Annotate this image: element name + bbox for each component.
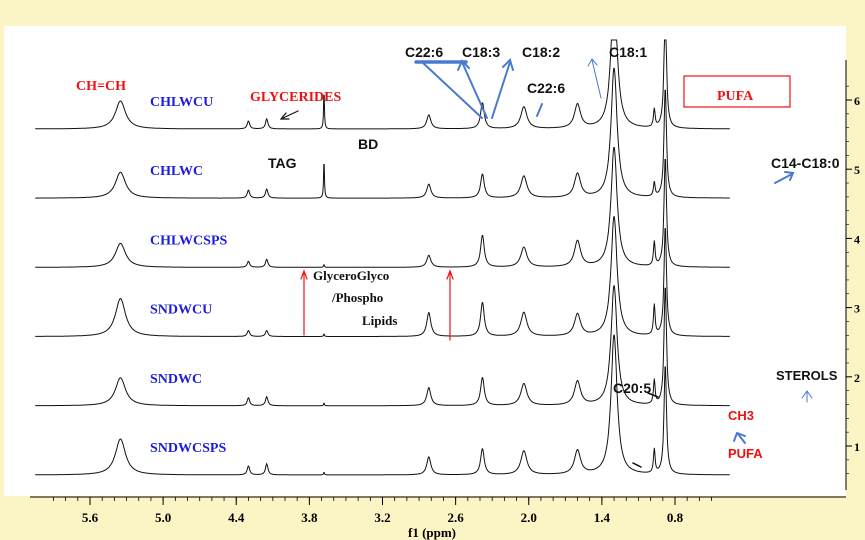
arrow-c20-5 xyxy=(647,392,659,398)
sample-label-sndwcu: SNDWCU xyxy=(150,303,212,318)
arrow-pufa-bottom-head xyxy=(733,431,746,442)
annotation-ch-ch: CH=CH xyxy=(76,79,126,94)
y-axis-ticks: 1 2 3 4 5 6 xyxy=(846,85,860,474)
spectrum-trace-sndwcu xyxy=(35,216,730,337)
sample-labels: CHLWCU CHLWC CHLWCSPS SNDWCU SNDWC SNDWCSPS xyxy=(150,95,228,456)
arrow-glycero-left-head xyxy=(300,269,308,280)
arrow-bottom-small xyxy=(632,462,642,468)
annotation-c14-c18: C14-C18:0 xyxy=(771,155,840,171)
spectrum-trace-sndwcsps xyxy=(35,334,730,476)
annotation-glycero-line1: GlyceroGlyco xyxy=(313,268,389,283)
arrow-c18-2-head xyxy=(502,58,514,71)
arrow-c22-6 xyxy=(421,61,483,119)
arrow-c18-1-head xyxy=(587,58,598,67)
y-tick-label: 1 xyxy=(854,440,860,454)
arrow-sterols-head xyxy=(801,390,813,399)
x-tick-label: 3.8 xyxy=(301,510,318,525)
x-tick-label: 1.4 xyxy=(594,510,611,525)
annotation-arrows xyxy=(279,58,813,468)
annotation-c18-3: C18:3 xyxy=(462,44,500,60)
y-tick-label: 5 xyxy=(854,163,860,177)
arrow-c14-c18 xyxy=(774,173,793,184)
y-tick-label: 6 xyxy=(854,94,860,108)
annotation-c22-6-top: C22:6 xyxy=(405,44,443,60)
annotation-bd: BD xyxy=(358,136,378,152)
annotation-glycero-line2: /Phospho xyxy=(331,290,383,305)
annotation-pufa-bottom: PUFA xyxy=(728,446,763,461)
x-axis-ticks: 5.6 5.0 4.4 3.8 3.2 2.6 2.0 1.4 0.8 xyxy=(53,497,712,525)
x-tick-label: 4.4 xyxy=(228,510,245,525)
arrow-glycerides xyxy=(282,110,299,119)
annotation-c18-2: C18:2 xyxy=(522,44,560,60)
annotation-glycerides: GLYCERIDES xyxy=(250,90,342,105)
arrow-c18-2 xyxy=(491,61,511,119)
x-tick-label: 5.0 xyxy=(155,510,171,525)
y-tick-label: 4 xyxy=(854,232,860,246)
arrow-pufa-bottom xyxy=(737,433,746,444)
annotation-pufa-box: PUFA xyxy=(717,89,754,104)
spectrum-trace-chlwcu xyxy=(35,39,730,130)
spectrum-traces xyxy=(35,39,730,476)
sample-label-chlwcsps: CHLWCSPS xyxy=(150,233,228,248)
x-tick-label: 5.6 xyxy=(82,510,99,525)
arrow-c22-6-mid xyxy=(536,103,543,117)
arrow-glycerides-head xyxy=(279,112,290,120)
y-tick-label: 2 xyxy=(854,371,860,385)
plot-background xyxy=(4,26,846,496)
x-tick-label: 2.0 xyxy=(521,510,537,525)
x-tick-label: 3.2 xyxy=(374,510,390,525)
x-axis-label: f1 (ppm) xyxy=(408,525,456,540)
x-tick-label: 2.6 xyxy=(448,510,465,525)
sample-label-chlwcu: CHLWCU xyxy=(150,95,213,110)
annotation-c22-6-mid: C22:6 xyxy=(527,80,565,96)
sample-label-sndwcsps: SNDWCSPS xyxy=(150,441,226,456)
annotation-c20-5: C20:5 xyxy=(613,380,651,396)
arrow-c18-3-head xyxy=(457,59,470,71)
arrow-glycero-right-head xyxy=(446,269,454,280)
y-tick-label: 3 xyxy=(854,302,860,316)
arrow-c14-c18-head xyxy=(784,171,795,181)
annotation-glycero-line3: Lipids xyxy=(362,313,397,328)
arrow-c18-3 xyxy=(461,61,488,119)
sample-label-sndwc: SNDWC xyxy=(150,372,202,387)
annotation-ch3: CH3 xyxy=(728,408,754,423)
annotation-c18-1: C18:1 xyxy=(609,44,647,60)
arrow-c18-1 xyxy=(591,59,602,99)
spectrum-trace-sndwc xyxy=(35,285,730,407)
sample-label-chlwc: CHLWC xyxy=(150,164,203,179)
spectrum-trace-chlwcsps xyxy=(35,147,730,268)
x-tick-label: 0.8 xyxy=(667,510,684,525)
pufa-box xyxy=(683,75,791,108)
annotation-tag: TAG xyxy=(268,155,297,171)
spectrum-trace-chlwc xyxy=(35,67,730,199)
annotation-sterols: STEROLS xyxy=(776,368,838,383)
